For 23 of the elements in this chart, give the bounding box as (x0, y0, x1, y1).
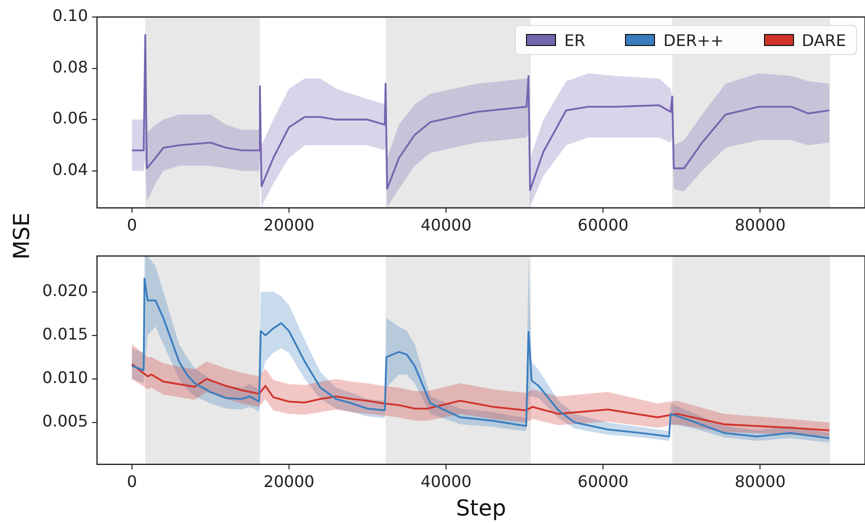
y-tick-label: 0.015 (42, 324, 88, 344)
x-tick-label: 20000 (264, 216, 314, 235)
legend-label: DER++ (663, 30, 724, 50)
y-tick-label: 0.04 (52, 160, 88, 180)
x-tick-label: 60000 (578, 216, 629, 235)
x-axis-title: Step (456, 496, 506, 522)
y-tick-label: 0.020 (42, 280, 88, 300)
x-tick-label: 40000 (420, 216, 472, 235)
x-tick-label: 0 (126, 216, 138, 235)
y-tick-label: 0.010 (42, 368, 88, 388)
x-tick-label: 80000 (734, 472, 786, 492)
x-tick-label: 0 (126, 472, 138, 492)
y-tick-label: 0.08 (52, 57, 88, 76)
x-tick-label: 40000 (420, 472, 472, 492)
y-tick-label: 0.10 (52, 6, 88, 26)
x-tick-label: 20000 (264, 472, 314, 492)
y-tick-label: 0.06 (52, 108, 88, 128)
y-axis-title: MSE (10, 212, 35, 260)
x-tick-label: 80000 (734, 216, 786, 235)
y-tick-label: 0.005 (42, 412, 88, 431)
legend-label: ER (564, 30, 586, 50)
legend-label: DARE (802, 30, 846, 50)
x-tick-label: 60000 (578, 472, 629, 492)
